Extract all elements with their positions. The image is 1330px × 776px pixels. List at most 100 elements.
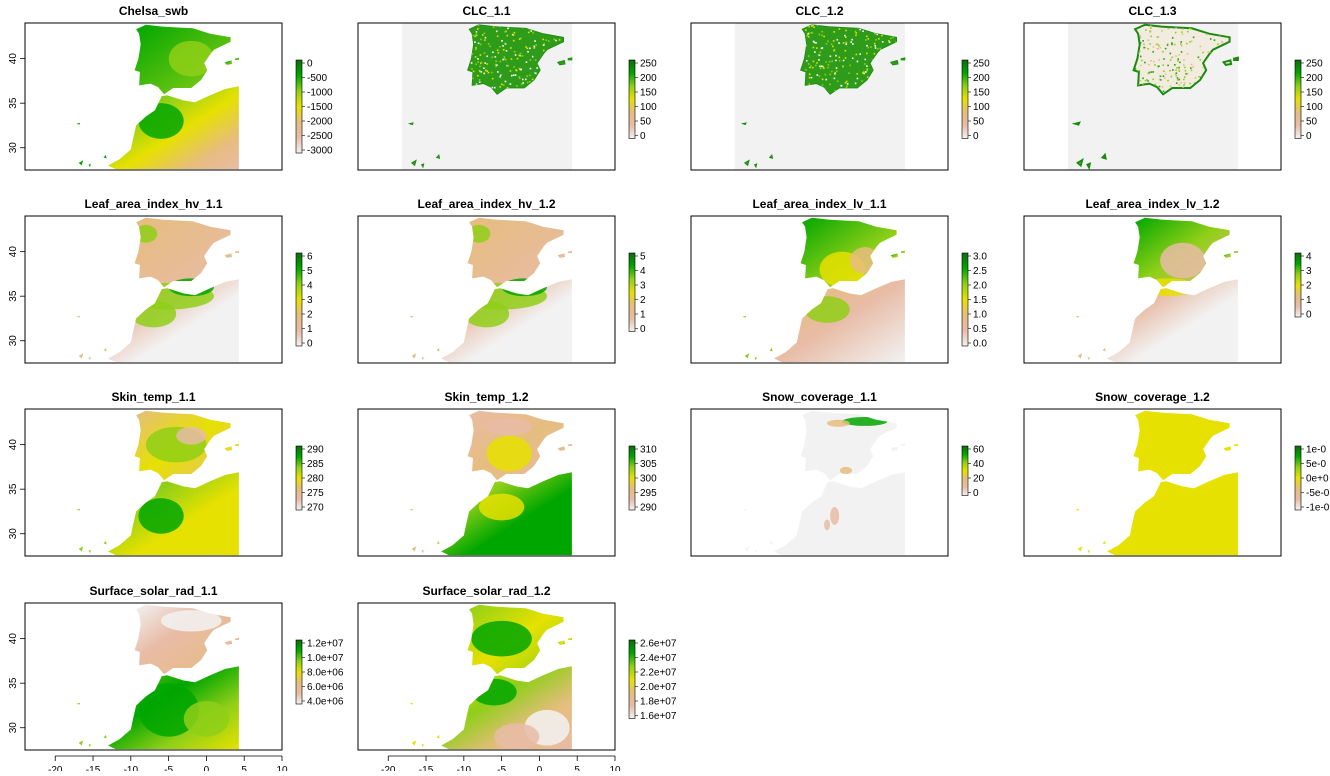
land-pixel bbox=[496, 64, 498, 66]
land-pixel bbox=[515, 69, 518, 72]
land-pixel bbox=[516, 85, 518, 87]
land-pixel bbox=[503, 56, 506, 58]
y-tick-label: 40 bbox=[8, 53, 19, 65]
land-pixel bbox=[1143, 46, 1145, 49]
panel-title: Chelsa_swb bbox=[119, 4, 188, 18]
land-pixel bbox=[511, 33, 514, 36]
panel: CLC_1.2 bbox=[690, 4, 949, 171]
land-pixel bbox=[525, 61, 528, 63]
legend-label: 200 bbox=[973, 73, 990, 84]
land-pixel bbox=[845, 29, 847, 32]
legend-label: 5 bbox=[640, 252, 646, 263]
legend-label: 5 bbox=[307, 266, 313, 277]
island bbox=[103, 154, 107, 159]
land-pixel bbox=[813, 41, 816, 44]
legend-label: -5e-0 bbox=[1306, 488, 1330, 499]
land-pixel bbox=[1159, 46, 1162, 49]
raster bbox=[76, 24, 239, 170]
legend-label: 150 bbox=[1306, 88, 1323, 99]
island bbox=[1102, 347, 1106, 352]
value-patch bbox=[842, 417, 888, 426]
x-tick-label: -20 bbox=[48, 765, 63, 771]
land-mass bbox=[134, 217, 231, 288]
legend-label: 0e+0 bbox=[1306, 474, 1329, 485]
land-pixel bbox=[1188, 27, 1191, 30]
panel-title: Leaf_area_index_lv_1.2 bbox=[1085, 197, 1219, 211]
land-pixel bbox=[1190, 63, 1193, 66]
legend-label: 1.2e+07 bbox=[307, 639, 344, 650]
land-pixel bbox=[1184, 66, 1186, 69]
x-tick-label: -5 bbox=[497, 765, 506, 771]
land-pixel bbox=[1189, 82, 1191, 85]
land-pixel bbox=[1174, 31, 1177, 34]
land-pixel bbox=[864, 58, 867, 61]
land-pixel bbox=[475, 48, 477, 51]
land-pixel bbox=[855, 53, 858, 56]
land-pixel bbox=[1171, 43, 1173, 46]
land-pixel bbox=[491, 77, 494, 80]
land-pixel bbox=[1154, 64, 1156, 66]
land-mass bbox=[1133, 410, 1230, 481]
land-pixel bbox=[512, 39, 515, 42]
value-patch bbox=[830, 507, 840, 525]
land-pixel bbox=[496, 49, 499, 52]
land-pixel bbox=[812, 24, 814, 26]
island bbox=[103, 347, 107, 352]
land-pixel bbox=[817, 54, 820, 56]
land-pixel bbox=[536, 67, 539, 69]
land-pixel bbox=[480, 71, 483, 73]
land-pixel bbox=[811, 25, 813, 28]
land-pixel bbox=[842, 42, 845, 44]
island bbox=[744, 546, 750, 552]
x-tick-label: 0 bbox=[537, 765, 543, 771]
land-pixel bbox=[821, 84, 824, 87]
land-pixel bbox=[842, 59, 845, 62]
land-pixel bbox=[502, 58, 504, 61]
land-pixel bbox=[475, 34, 478, 37]
land-pixel bbox=[483, 52, 486, 54]
land-pixel bbox=[845, 80, 848, 83]
land-pixel bbox=[1163, 77, 1166, 79]
land-pixel bbox=[1139, 79, 1142, 82]
land-pixel bbox=[1158, 44, 1160, 47]
land-pixel bbox=[866, 52, 868, 55]
land-pixel bbox=[838, 59, 841, 62]
land-pixel bbox=[807, 33, 809, 35]
land-pixel bbox=[504, 80, 507, 83]
land-pixel bbox=[836, 80, 839, 83]
value-patch bbox=[501, 278, 547, 297]
land-pixel bbox=[1181, 28, 1184, 31]
land-pixel bbox=[835, 70, 838, 72]
land-pixel bbox=[867, 46, 870, 49]
legend-colorbar bbox=[295, 252, 303, 347]
land-pixel bbox=[846, 83, 849, 85]
land-pixel bbox=[856, 73, 859, 75]
legend-colorbar bbox=[295, 639, 303, 705]
value-patch bbox=[824, 519, 831, 531]
land-pixel bbox=[1144, 79, 1147, 82]
land-pixel bbox=[830, 43, 833, 46]
land-pixel bbox=[873, 52, 876, 55]
panel: Skin_temp_1.2 bbox=[357, 390, 616, 557]
x-tick-label: 0 bbox=[204, 765, 210, 771]
panel-title: Leaf_area_index_lv_1.1 bbox=[752, 197, 886, 211]
land-pixel bbox=[529, 59, 532, 61]
land-pixel bbox=[881, 40, 884, 43]
land-pixel bbox=[888, 41, 891, 44]
land-pixel bbox=[1141, 59, 1143, 62]
land-pixel bbox=[812, 66, 814, 69]
land-pixel bbox=[520, 83, 523, 86]
value-patch bbox=[134, 224, 158, 243]
land-pixel bbox=[494, 55, 497, 58]
land-pixel bbox=[859, 28, 861, 31]
land-pixel bbox=[1155, 43, 1158, 46]
land-pixel bbox=[495, 60, 497, 63]
island bbox=[88, 356, 91, 361]
value-patch bbox=[486, 435, 532, 472]
land-pixel bbox=[816, 74, 819, 76]
x-tick-label: -10 bbox=[457, 765, 472, 771]
land-pixel bbox=[874, 45, 877, 47]
land-pixel bbox=[474, 56, 477, 58]
value-patch bbox=[1160, 242, 1206, 279]
panel-title: CLC_1.3 bbox=[1128, 4, 1176, 18]
